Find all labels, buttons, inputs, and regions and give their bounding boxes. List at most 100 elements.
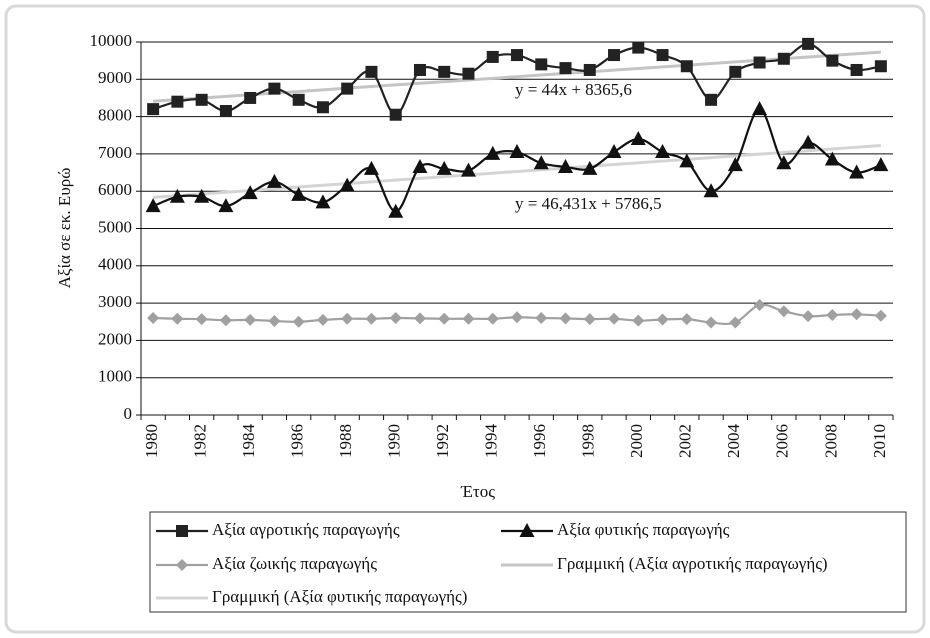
marker xyxy=(462,67,475,80)
marker xyxy=(753,56,766,69)
marker xyxy=(485,145,501,160)
marker xyxy=(244,91,257,104)
x-tick-label: 1986 xyxy=(288,424,307,458)
marker xyxy=(776,155,792,170)
legend-label: Γραμμική (Αξία φυτικής παραγωγής) xyxy=(212,587,467,606)
marker xyxy=(266,173,282,188)
marker xyxy=(535,312,548,325)
marker xyxy=(583,63,596,76)
x-tick-label: 1982 xyxy=(191,424,210,458)
legend-box xyxy=(149,511,907,613)
x-tick-label: 2010 xyxy=(870,424,889,458)
series-line xyxy=(153,143,881,199)
y-tick-label: 0 xyxy=(124,404,133,423)
x-tick-label: 1980 xyxy=(142,424,161,458)
marker xyxy=(655,144,671,159)
marker xyxy=(606,144,622,159)
marker xyxy=(413,63,426,76)
marker xyxy=(802,310,815,323)
legend-label: Γραμμική (Αξία αγροτικής παραγωγής) xyxy=(557,554,828,573)
marker xyxy=(824,151,840,166)
marker xyxy=(826,54,839,67)
y-axis-title: Αξία σε εκ. Ευρώ xyxy=(55,168,74,289)
marker xyxy=(219,105,232,118)
marker xyxy=(559,312,572,325)
marker xyxy=(171,312,184,325)
marker xyxy=(316,313,329,326)
marker xyxy=(656,313,669,326)
x-tick-label: 1990 xyxy=(385,424,404,458)
marker xyxy=(849,164,865,179)
y-tick-label: 8000 xyxy=(98,106,132,125)
marker xyxy=(777,305,790,318)
x-tick-label: 1994 xyxy=(482,424,501,459)
marker xyxy=(486,50,499,63)
marker xyxy=(339,177,355,192)
marker xyxy=(632,314,645,327)
marker xyxy=(705,316,718,329)
marker xyxy=(292,93,305,106)
marker xyxy=(630,130,646,145)
marker xyxy=(608,49,621,62)
marker xyxy=(147,312,160,325)
marker xyxy=(219,314,232,327)
marker xyxy=(850,308,863,321)
y-tick-label: 5000 xyxy=(98,217,132,236)
y-tick-label: 9000 xyxy=(98,68,132,87)
marker xyxy=(365,312,378,325)
marker xyxy=(268,315,281,328)
marker xyxy=(242,185,258,200)
marker xyxy=(826,309,839,322)
legend-marker xyxy=(176,559,188,571)
marker xyxy=(680,60,693,73)
marker xyxy=(389,108,402,121)
y-tick-label: 3000 xyxy=(98,292,132,311)
x-tick-label: 2004 xyxy=(724,424,743,459)
annotation: y = 44x + 8365,6 xyxy=(515,80,632,99)
x-tick-label: 2002 xyxy=(676,424,695,458)
marker xyxy=(147,103,160,116)
marker xyxy=(558,158,574,173)
marker xyxy=(632,41,645,54)
marker xyxy=(509,144,525,159)
marker xyxy=(752,101,768,116)
x-tick-label: 1992 xyxy=(433,424,452,458)
x-tick-label: 1984 xyxy=(239,424,258,459)
y-tick-label: 1000 xyxy=(98,367,132,386)
marker xyxy=(195,313,208,326)
marker xyxy=(582,160,598,175)
marker xyxy=(412,158,428,173)
marker xyxy=(365,65,378,78)
marker xyxy=(535,58,548,71)
y-tick-label: 6000 xyxy=(98,180,132,199)
marker xyxy=(753,298,766,311)
marker xyxy=(389,312,402,325)
marker xyxy=(511,311,523,324)
marker xyxy=(436,160,452,175)
marker xyxy=(413,312,426,325)
marker xyxy=(679,153,695,168)
marker xyxy=(777,52,790,65)
x-tick-label: 2000 xyxy=(627,424,646,458)
marker xyxy=(363,160,379,175)
marker xyxy=(292,315,305,328)
marker xyxy=(341,82,354,95)
marker xyxy=(680,313,693,326)
marker xyxy=(873,157,889,172)
marker xyxy=(388,203,404,218)
marker xyxy=(511,49,523,62)
legend-marker xyxy=(519,523,535,537)
marker xyxy=(727,157,743,172)
y-tick-label: 2000 xyxy=(98,329,132,348)
marker xyxy=(460,162,476,177)
marker xyxy=(218,198,234,213)
x-tick-label: 2006 xyxy=(773,424,792,458)
marker xyxy=(874,60,887,73)
marker xyxy=(195,93,208,106)
legend-marker xyxy=(176,525,188,537)
marker xyxy=(341,312,354,325)
marker xyxy=(729,65,742,78)
x-tick-label: 1998 xyxy=(579,424,598,458)
